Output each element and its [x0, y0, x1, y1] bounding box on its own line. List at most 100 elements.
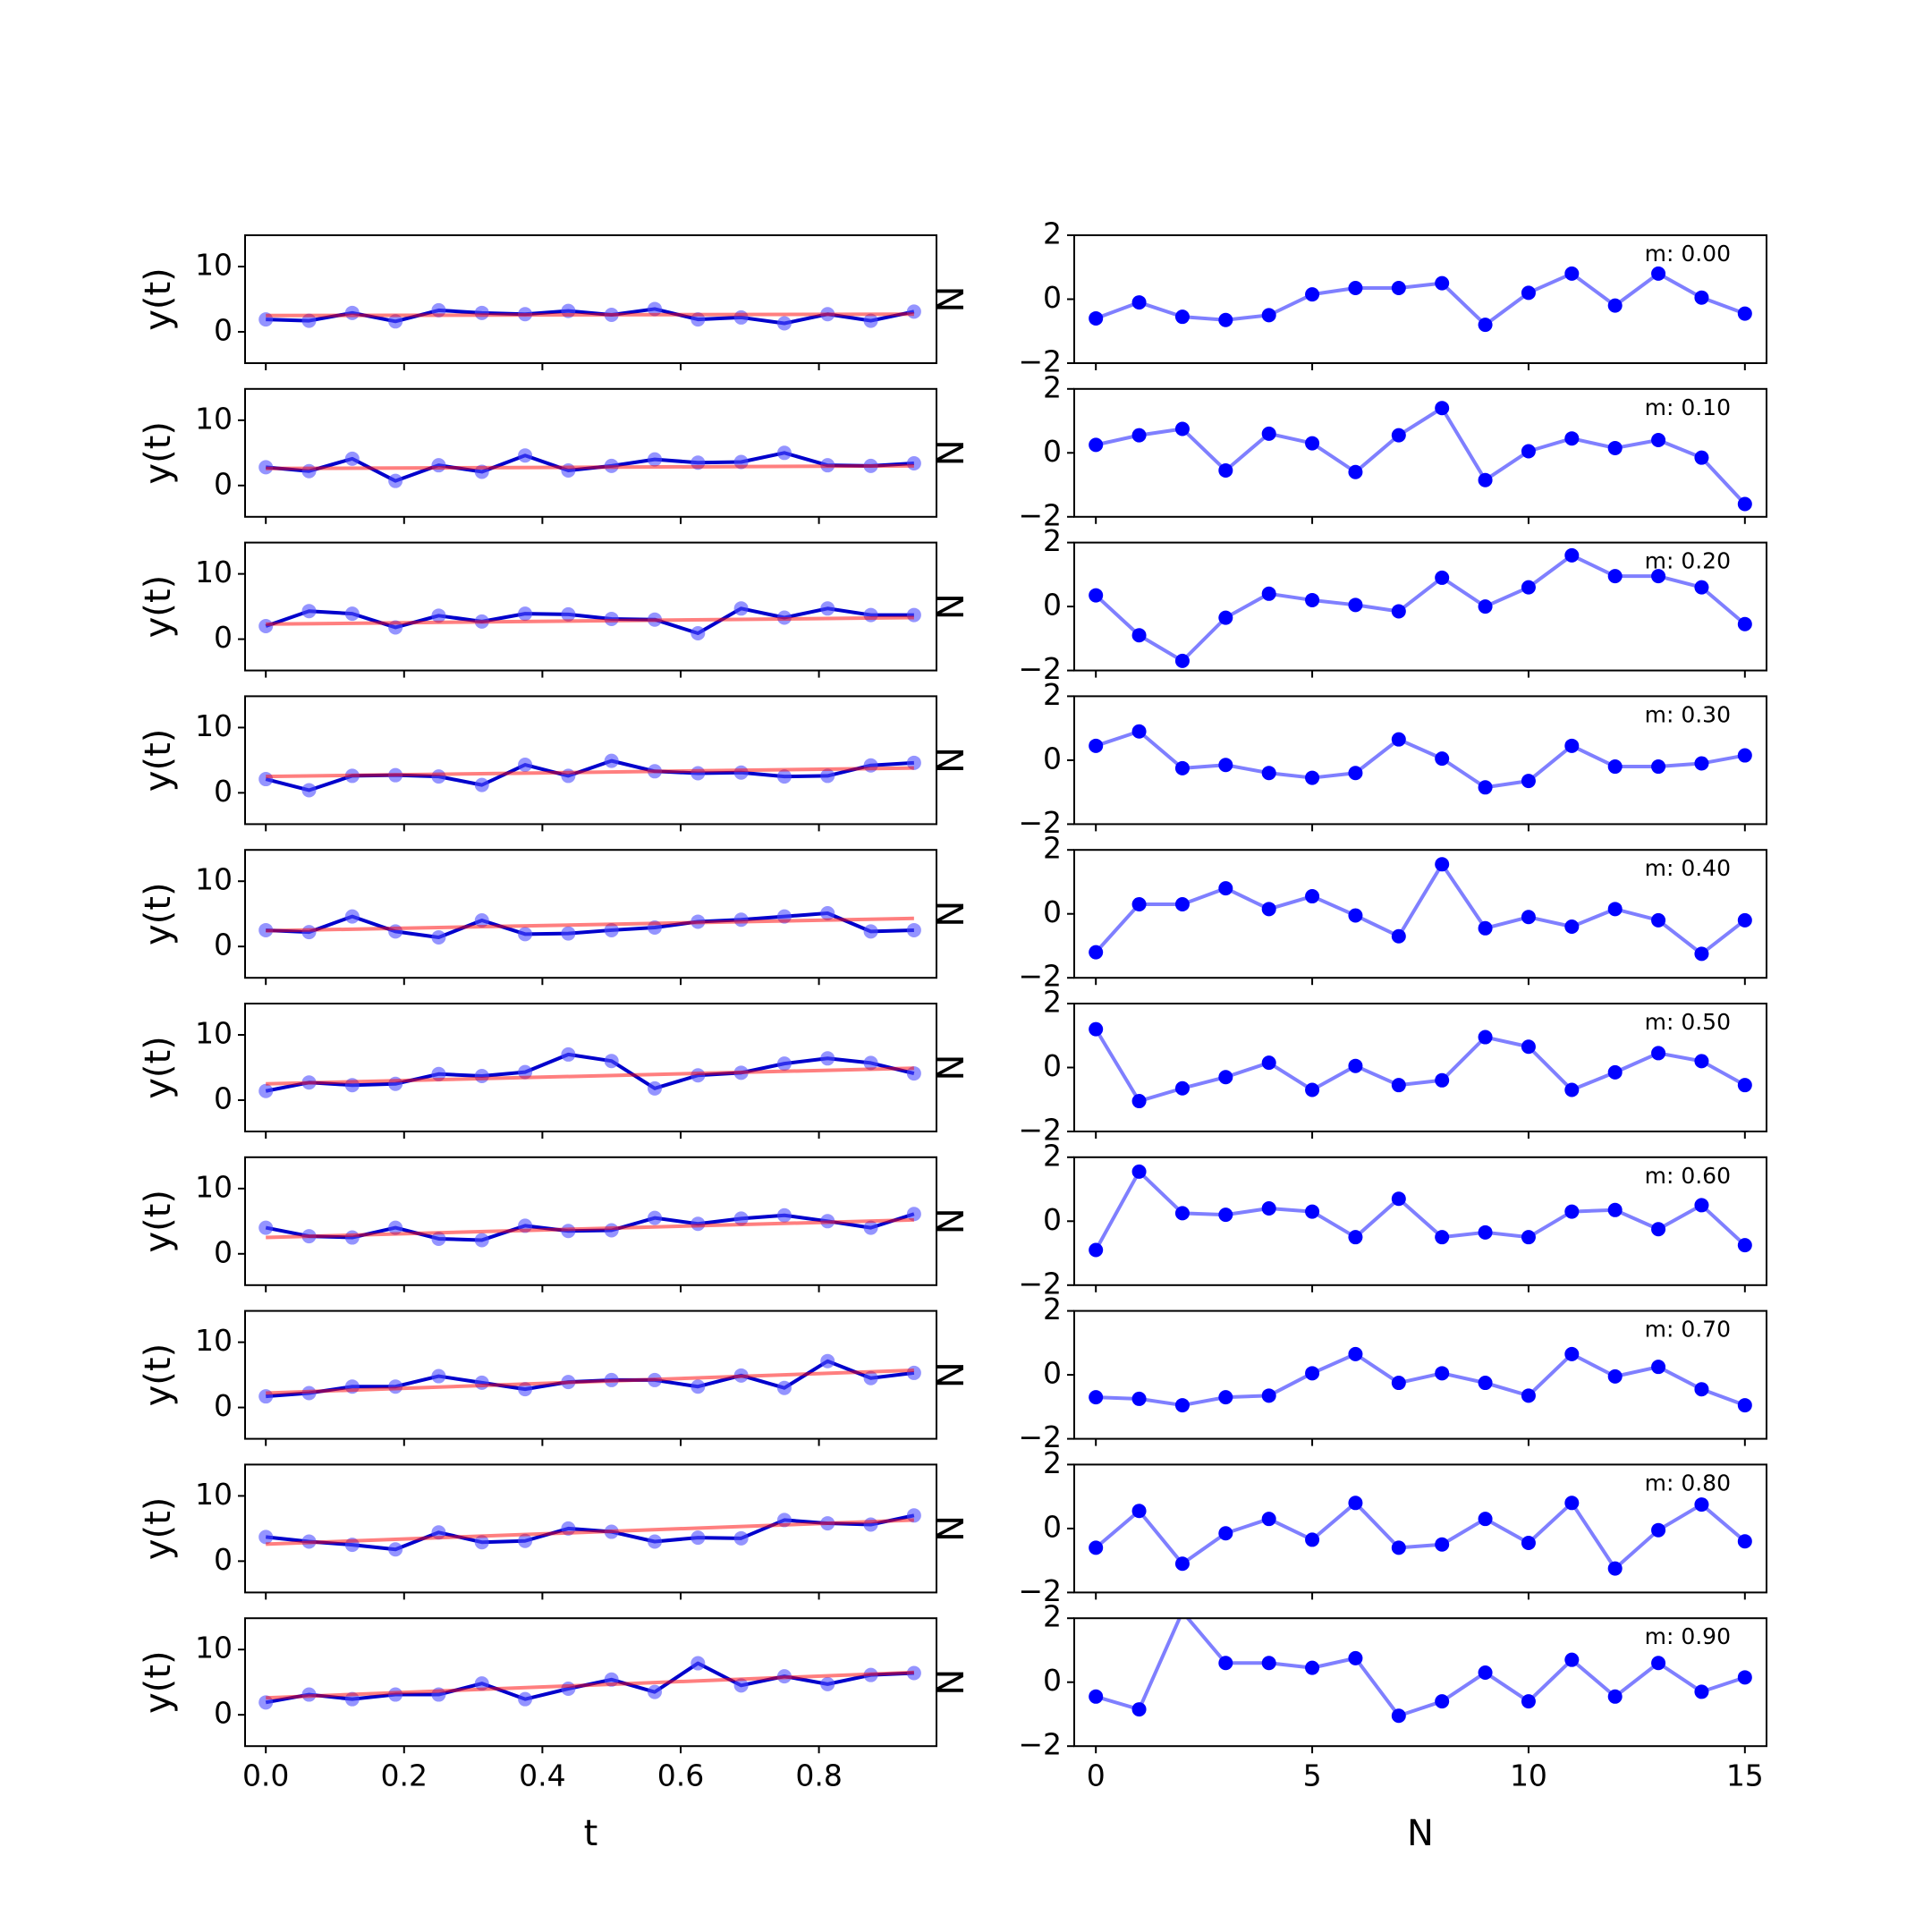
data-point — [733, 912, 749, 928]
y-tick-label: 0 — [214, 1234, 233, 1269]
data-point — [906, 607, 921, 623]
data-point — [1218, 1208, 1233, 1223]
subplot: −2 0 2 Nm: 0.20 — [931, 523, 1767, 686]
data-point — [258, 618, 274, 633]
data-point — [1131, 724, 1147, 739]
y-tick-label: 0 — [214, 1696, 233, 1731]
plot-area — [258, 301, 921, 331]
data-point — [604, 753, 619, 768]
series-line — [1096, 1352, 1746, 1408]
axes-frame — [244, 849, 937, 979]
data-point — [691, 626, 706, 641]
data-point — [1564, 266, 1580, 281]
y-axis-label: N — [931, 593, 972, 620]
data-point — [1521, 1388, 1536, 1403]
data-point — [1089, 1390, 1104, 1405]
subplot: −2 0 2 Nm: 0.80 — [931, 1445, 1767, 1608]
y-axis-label: y(t) — [138, 575, 179, 639]
data-point — [1305, 1366, 1320, 1381]
data-point — [518, 448, 533, 463]
data-point — [863, 1517, 878, 1532]
data-point — [1435, 1230, 1450, 1245]
data-point — [518, 1064, 533, 1080]
data-point — [1478, 599, 1493, 614]
data-point — [388, 473, 403, 488]
y-axis-label: y(t) — [138, 1190, 179, 1253]
data-point — [604, 1223, 619, 1238]
data-point — [1435, 401, 1450, 416]
data-point — [733, 1211, 749, 1226]
subplot: 0 10 y(t) — [138, 234, 937, 370]
data-point — [474, 912, 489, 928]
axes-frame — [244, 1003, 937, 1132]
data-point — [1261, 586, 1276, 601]
data-point — [431, 929, 446, 945]
subplot: −2 0 2 Nm: 0.60 — [931, 1138, 1767, 1301]
data-point — [1478, 780, 1493, 795]
y-tick-label: 10 — [195, 1169, 233, 1204]
data-point — [1174, 760, 1190, 775]
data-point — [1348, 1496, 1363, 1511]
data-point — [1694, 1684, 1709, 1699]
data-point — [301, 463, 317, 479]
y-axis-label: y(t) — [138, 882, 179, 945]
data-point — [1607, 759, 1623, 775]
data-point — [1218, 881, 1233, 896]
data-point — [1478, 1030, 1493, 1045]
y-tick-label: 0 — [214, 466, 233, 501]
data-point — [1435, 1366, 1450, 1381]
annotation: m: 0.70 — [1645, 1317, 1731, 1343]
data-point — [1261, 1201, 1276, 1216]
data-point — [1391, 1376, 1406, 1391]
data-point — [1348, 908, 1363, 923]
data-point — [1261, 766, 1276, 781]
data-point — [474, 777, 489, 792]
axes-frame — [244, 541, 937, 672]
plot-area — [1089, 401, 1752, 512]
data-point — [518, 1691, 533, 1707]
data-point — [1218, 1656, 1233, 1671]
data-point — [1391, 604, 1406, 619]
data-point — [1305, 592, 1320, 607]
data-point — [1435, 751, 1450, 767]
data-point — [906, 922, 921, 937]
plot-area — [258, 601, 921, 641]
data-point — [1607, 298, 1623, 313]
data-point — [1694, 1054, 1709, 1069]
annotation: m: 0.50 — [1645, 1009, 1731, 1035]
data-point — [431, 769, 446, 784]
data-point — [1435, 1072, 1450, 1088]
data-point — [561, 606, 576, 622]
y-tick-label: 0 — [214, 620, 233, 655]
subplot: 0 10 y(t) — [138, 1003, 937, 1139]
y-tick-label: 2 — [1043, 216, 1062, 251]
data-point — [1521, 910, 1536, 925]
annotation: m: 0.90 — [1645, 1623, 1731, 1649]
data-point — [906, 1207, 921, 1222]
data-point — [648, 1210, 663, 1225]
series-line — [1094, 862, 1747, 956]
subplot: −2 0 2 Nm: 0.50 — [931, 985, 1767, 1148]
subplot: −2 0 2 Nm: 0.40 — [931, 831, 1767, 994]
data-point — [474, 1535, 489, 1550]
y-tick-label: 10 — [195, 401, 233, 436]
data-point — [1174, 653, 1190, 668]
data-point — [1305, 287, 1320, 302]
y-tick-label: 10 — [195, 1323, 233, 1358]
axes-frame — [244, 1617, 937, 1748]
y-axis-label: y(t) — [138, 267, 179, 331]
y-axis-label: N — [931, 286, 972, 313]
y-axis-label: N — [931, 1669, 972, 1696]
data-point — [776, 1380, 792, 1395]
data-point — [344, 1230, 360, 1245]
data-point — [1391, 428, 1406, 443]
data-point — [733, 765, 749, 780]
y-tick-label: −2 — [1018, 959, 1062, 994]
data-point — [1391, 280, 1406, 295]
x-tick-label: 5 — [1303, 1758, 1322, 1793]
data-point — [1694, 1497, 1709, 1513]
y-axis-label: N — [931, 1515, 972, 1542]
data-point — [1348, 1346, 1363, 1361]
annotation: m: 0.30 — [1645, 701, 1731, 727]
y-tick-label: 0 — [1043, 1048, 1062, 1083]
